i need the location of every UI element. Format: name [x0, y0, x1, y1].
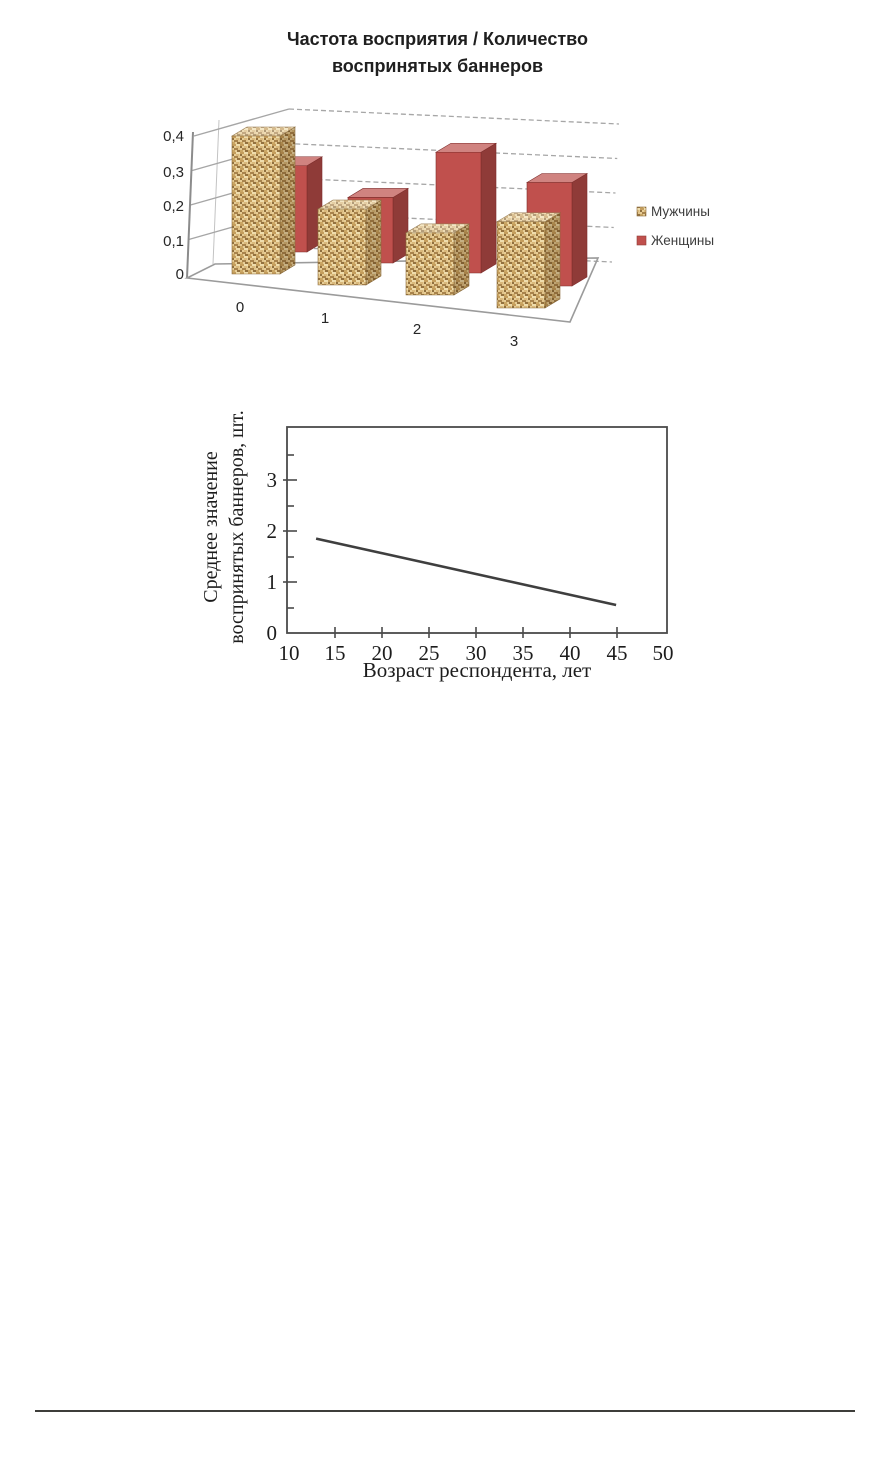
- y-tick-0: 0: [176, 266, 184, 283]
- y-tick-labels: 3 2 1 0: [267, 468, 278, 645]
- y2-tick-1: 1: [267, 570, 278, 594]
- bar-face: [317, 208, 367, 286]
- bar-chart-title: Частота восприятия / Количество восприня…: [0, 26, 875, 80]
- y-tick-0_2: 0,2: [163, 198, 184, 215]
- bar-face: [496, 221, 546, 309]
- floor: [184, 257, 600, 323]
- x2-tick-10: 10: [279, 641, 300, 665]
- x2-tick-15: 15: [325, 641, 346, 665]
- category-axis-labels: 0 1 2 3: [236, 299, 518, 350]
- bar-face: [280, 127, 295, 274]
- y2-tick-2: 2: [267, 519, 278, 543]
- x2-tick-20: 20: [372, 641, 393, 665]
- y-tick-0_4: 0,4: [163, 128, 184, 145]
- cat-label-0: 0: [236, 299, 244, 316]
- bar-chart-3d: 0,4 0,3 0,2 0,1 0 0 1 2 3 Мужчины Женщин…: [163, 108, 714, 350]
- bar-face: [571, 172, 588, 287]
- wall-gridline-04: [193, 108, 290, 137]
- legend-label-men: Мужчины: [651, 204, 710, 219]
- y2-tick-3: 3: [267, 468, 278, 492]
- bar-face: [231, 135, 281, 275]
- bar-face: [480, 142, 497, 274]
- x-axis-title: Возраст респондента, лет: [363, 658, 592, 682]
- bar-chart-title-line2: воспринятых баннеров: [331, 56, 544, 76]
- bar-face: [366, 200, 381, 285]
- x2-tick-50: 50: [653, 641, 674, 665]
- y-axis-title-line2: воспринятых баннеров, шт.: [226, 410, 248, 644]
- legend-swatch-men: [636, 206, 647, 217]
- cat-label-1: 1: [321, 310, 329, 327]
- plot-box: [286, 426, 668, 634]
- line-chart: 3 2 1 0 10 15 20 25 30 35 40 45 50 Средн…: [200, 410, 674, 682]
- x-ticks: [334, 627, 618, 638]
- x2-tick-35: 35: [513, 641, 534, 665]
- back-gridline-04: [288, 108, 620, 125]
- trend-line: [315, 537, 617, 607]
- wall-back-edge: [212, 119, 220, 265]
- x2-tick-40: 40: [560, 641, 581, 665]
- cat-label-3: 3: [510, 333, 518, 350]
- bar-face: [497, 212, 560, 222]
- legend: Мужчины Женщины: [636, 204, 714, 248]
- y-tick-0_1: 0,1: [163, 233, 184, 250]
- bar-face: [406, 223, 469, 233]
- bar-face: [545, 212, 560, 308]
- bar-face: [405, 232, 455, 296]
- value-axis: [186, 131, 194, 279]
- y-tick-0_3: 0,3: [163, 164, 184, 181]
- legend-label-women: Женщины: [651, 233, 714, 248]
- bar-face: [232, 127, 295, 136]
- value-axis-labels: 0,4 0,3 0,2 0,1 0: [163, 128, 184, 283]
- x-tick-labels: 10 15 20 25 30 35 40 45 50: [279, 641, 674, 665]
- bar-face: [454, 223, 469, 295]
- divider-line: [35, 1410, 855, 1412]
- x2-tick-30: 30: [466, 641, 487, 665]
- legend-swatch-women: [636, 235, 647, 246]
- x2-tick-25: 25: [419, 641, 440, 665]
- bars-group: [230, 126, 589, 309]
- cat-label-2: 2: [413, 321, 421, 338]
- y2-tick-0: 0: [267, 621, 278, 645]
- y-ticks: [283, 454, 297, 609]
- bar-chart-title-line1: Частота восприятия / Количество: [287, 29, 588, 49]
- y-axis-title-line1: Среднее значение: [200, 451, 222, 603]
- back-gridline-03: [287, 142, 618, 160]
- bar-face: [318, 200, 381, 210]
- x2-tick-45: 45: [607, 641, 628, 665]
